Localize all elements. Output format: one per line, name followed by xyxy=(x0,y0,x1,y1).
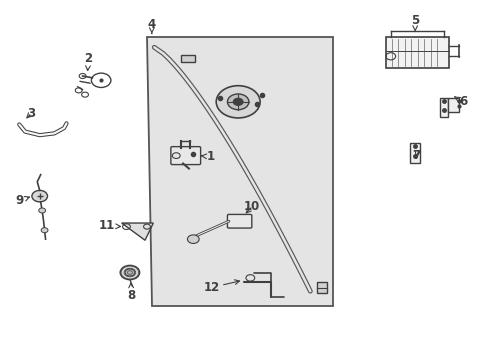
Text: 12: 12 xyxy=(203,280,239,294)
Text: 8: 8 xyxy=(127,283,135,302)
Bar xyxy=(409,143,419,163)
Text: 2: 2 xyxy=(84,51,92,71)
FancyBboxPatch shape xyxy=(385,37,448,68)
FancyBboxPatch shape xyxy=(170,147,200,165)
Circle shape xyxy=(32,190,47,202)
Circle shape xyxy=(125,269,135,276)
Text: 1: 1 xyxy=(201,150,214,163)
Text: 11: 11 xyxy=(99,219,120,233)
Circle shape xyxy=(120,265,140,280)
Circle shape xyxy=(227,94,248,110)
Circle shape xyxy=(39,208,45,213)
Circle shape xyxy=(187,235,199,243)
Bar xyxy=(181,55,194,62)
Bar xyxy=(439,98,447,117)
Bar xyxy=(316,282,327,293)
Circle shape xyxy=(41,228,48,233)
Text: 3: 3 xyxy=(27,107,35,120)
Bar xyxy=(447,98,458,112)
Text: 5: 5 xyxy=(410,14,418,31)
Text: 9: 9 xyxy=(15,194,29,207)
Polygon shape xyxy=(147,37,332,306)
Polygon shape xyxy=(122,223,153,240)
Text: 10: 10 xyxy=(243,201,260,213)
FancyBboxPatch shape xyxy=(227,215,251,228)
Circle shape xyxy=(233,98,243,105)
Text: 4: 4 xyxy=(147,18,156,33)
Circle shape xyxy=(216,86,260,118)
Text: 7: 7 xyxy=(411,149,419,162)
Text: 6: 6 xyxy=(454,95,466,108)
